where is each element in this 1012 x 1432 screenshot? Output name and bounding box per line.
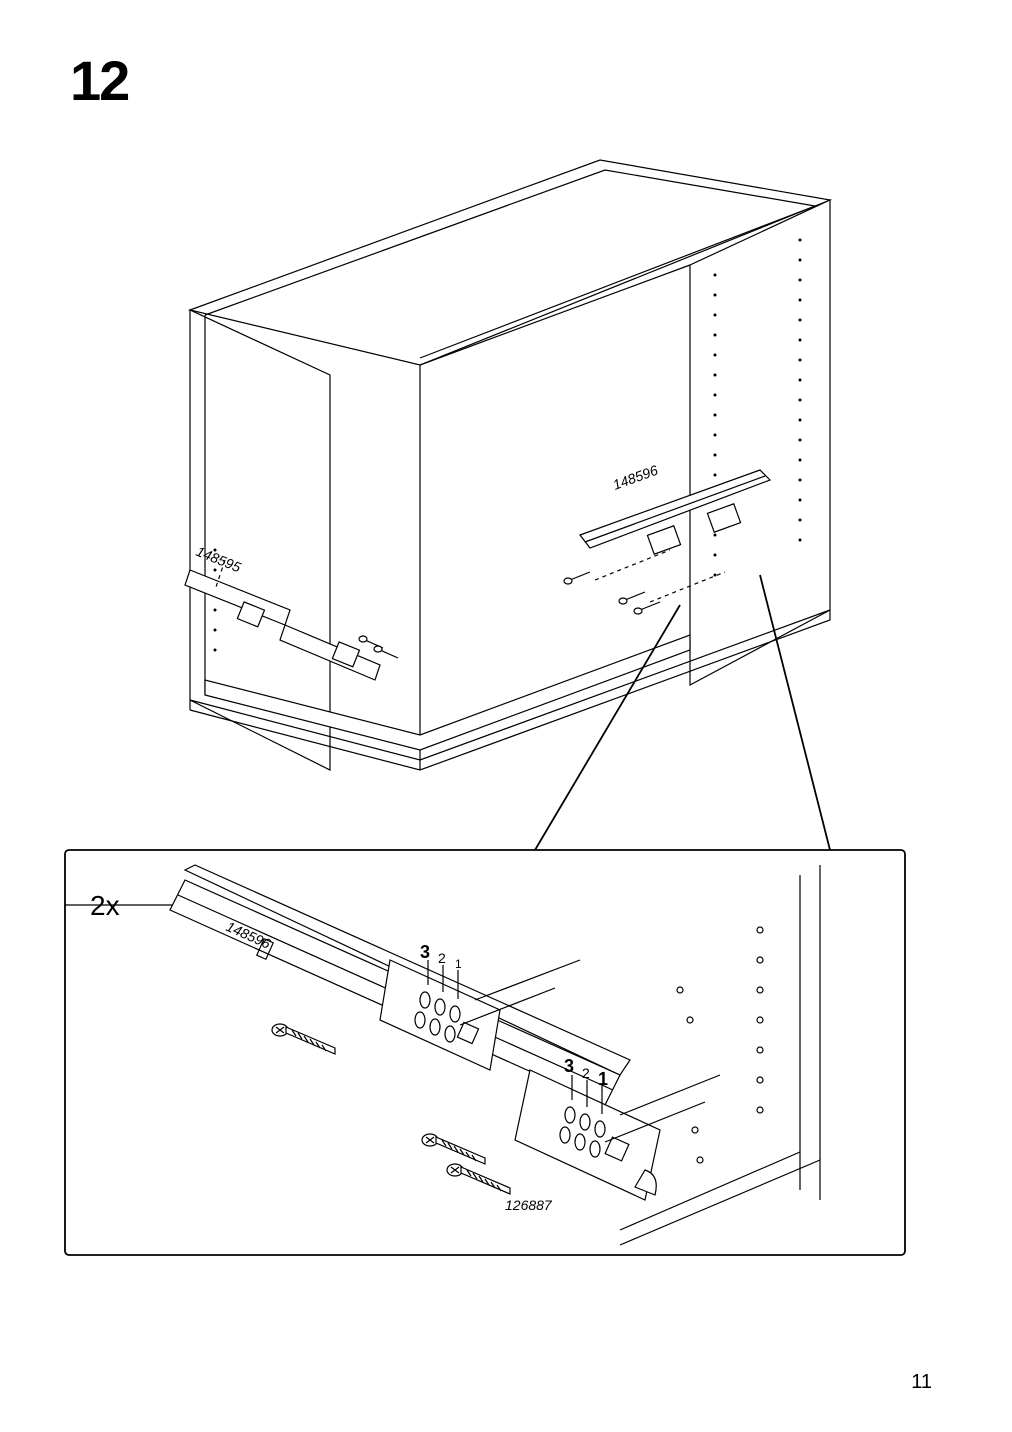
marker-upper-3: 3 — [420, 942, 430, 962]
assembly-diagram: 148596 148595 — [60, 130, 910, 1260]
label-right-rail: 148596 — [611, 462, 661, 493]
step-number: 12 — [70, 48, 128, 113]
qty-label: 2x — [90, 890, 120, 921]
label-screw: 126887 — [505, 1197, 553, 1213]
marker-lower-2: 2 — [582, 1065, 590, 1081]
marker-upper-1: 1 — [455, 957, 462, 971]
marker-lower-1: 1 — [598, 1069, 608, 1089]
marker-upper-2: 2 — [438, 950, 446, 966]
page-number: 11 — [911, 1371, 932, 1394]
marker-lower-3: 3 — [564, 1056, 574, 1076]
cabinet-iso: 148596 148595 — [185, 160, 830, 770]
